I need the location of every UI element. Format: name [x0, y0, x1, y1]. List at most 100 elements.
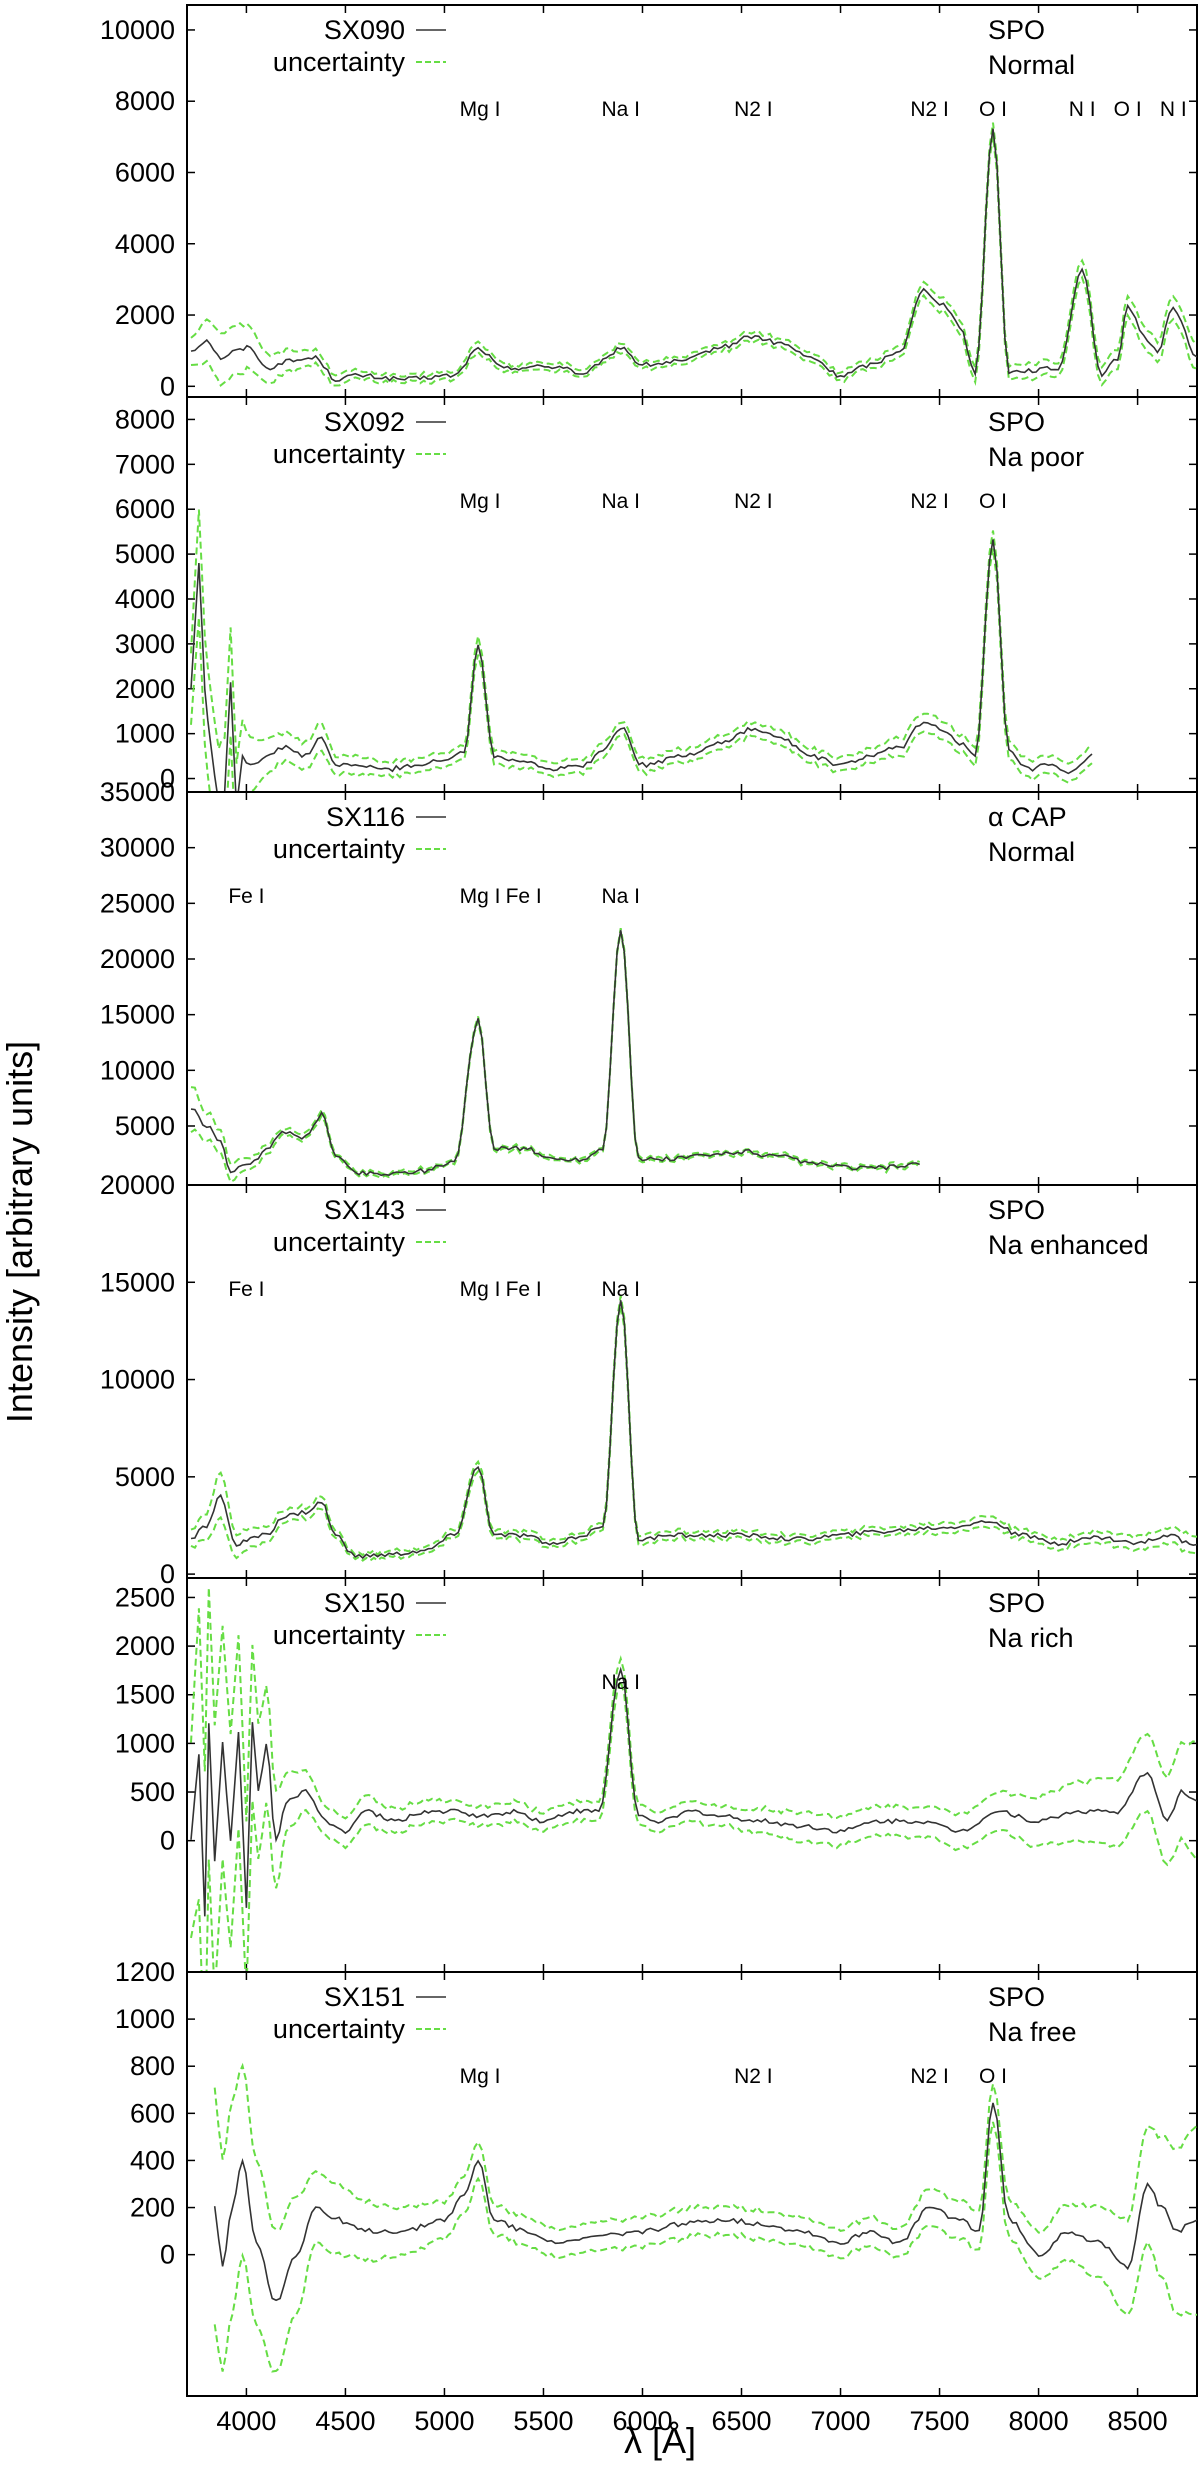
- spectral-line-label: Na I: [601, 98, 640, 121]
- classification-label: Normal: [988, 50, 1075, 80]
- y-tick-label: 20000: [100, 944, 175, 974]
- y-tick-label: 5000: [115, 1111, 175, 1141]
- x-tick-label: 8500: [1108, 2406, 1168, 2436]
- uncertainty-upper-line: [190, 1295, 1197, 1557]
- y-tick-label: 10000: [100, 15, 175, 45]
- spectral-line-label: Na I: [601, 490, 640, 513]
- y-tick-label: 2000: [115, 1631, 175, 1661]
- legend-label-spectrum: SX151: [324, 1982, 405, 2012]
- legend-label-spectrum: SX150: [324, 1588, 405, 1618]
- classification-label: SPO: [988, 1982, 1045, 2012]
- classification-label: Na free: [988, 2017, 1077, 2047]
- y-tick-label: 2000: [115, 300, 175, 330]
- x-axis-title: λ [Å]: [624, 2420, 696, 2461]
- spectrum-line: [190, 128, 1197, 383]
- legend-label-uncertainty: uncertainty: [273, 439, 406, 469]
- uncertainty-upper-line: [190, 928, 921, 1176]
- uncertainty-lower-line: [190, 135, 1197, 387]
- legend-label-spectrum: SX116: [326, 802, 405, 832]
- spectral-line-label: Mg I: [460, 885, 501, 908]
- spectral-line-label: N2 I: [734, 490, 773, 513]
- spectrum-line: [190, 539, 1093, 792]
- spectral-line-label: O I: [979, 490, 1007, 513]
- y-tick-label: 1500: [115, 1680, 175, 1710]
- uncertainty-lower-line: [190, 931, 921, 1184]
- classification-label: SPO: [988, 15, 1045, 45]
- spectrum-line: [190, 1300, 1197, 1560]
- panel-plot-area: [190, 509, 1093, 792]
- panel-plot-area: [190, 1295, 1197, 1562]
- y-axis-title: Intensity [arbitrary units]: [0, 1041, 40, 1423]
- classification-label: Na enhanced: [988, 1230, 1149, 1260]
- y-tick-label: 0: [160, 371, 175, 401]
- classification-label: Normal: [988, 837, 1075, 867]
- spectral-line-label: Mg I: [460, 98, 501, 121]
- uncertainty-lower-line: [190, 1677, 1197, 1972]
- y-tick-label: 0: [160, 764, 175, 794]
- spectral-line-label: Mg I: [460, 2065, 501, 2088]
- spectral-line-label: N2 I: [910, 490, 949, 513]
- legend-label-uncertainty: uncertainty: [273, 2014, 406, 2044]
- legend-label-uncertainty: uncertainty: [273, 834, 406, 864]
- y-tick-label: 0: [160, 1559, 175, 1589]
- y-tick-label: 15000: [100, 1267, 175, 1297]
- y-tick-label: 30000: [100, 833, 175, 863]
- spectral-line-label: N2 I: [734, 2065, 773, 2088]
- y-tick-label: 5000: [115, 1462, 175, 1492]
- x-tick-label: 7500: [910, 2406, 970, 2436]
- y-tick-label: 15000: [100, 1000, 175, 1030]
- y-tick-label: 800: [130, 2051, 175, 2081]
- y-tick-label: 20000: [100, 1170, 175, 1200]
- spectral-line-label: O I: [1114, 98, 1142, 121]
- spectrum-line: [213, 2102, 1197, 2302]
- classification-label: Na poor: [988, 442, 1084, 472]
- y-tick-label: 25000: [100, 888, 175, 918]
- legend-label-uncertainty: uncertainty: [273, 47, 406, 77]
- spectral-line-label: O I: [979, 2065, 1007, 2088]
- x-tick-label: 4500: [315, 2406, 375, 2436]
- y-tick-label: 10000: [100, 1055, 175, 1085]
- spectral-line-label: N2 I: [910, 98, 949, 121]
- spectral-line-label: Na I: [601, 885, 640, 908]
- legend-label-spectrum: SX090: [324, 15, 405, 45]
- classification-label: SPO: [988, 1195, 1045, 1225]
- y-tick-label: 8000: [115, 86, 175, 116]
- y-tick-label: 7000: [115, 449, 175, 479]
- spectral-line-label: N2 I: [734, 98, 773, 121]
- x-tick-label: 8000: [1009, 2406, 1069, 2436]
- y-tick-label: 1000: [115, 719, 175, 749]
- panel-plot-area: [190, 122, 1197, 387]
- y-tick-label: 200: [130, 2193, 175, 2223]
- spectral-line-label: Fe I: [506, 885, 542, 908]
- y-tick-label: 1200: [115, 1957, 175, 1987]
- y-tick-label: 8000: [115, 404, 175, 434]
- classification-label: SPO: [988, 407, 1045, 437]
- spectrum-line: [190, 930, 920, 1177]
- uncertainty-upper-line: [190, 1587, 1197, 1822]
- uncertainty-upper-line: [190, 509, 1093, 765]
- x-tick-label: 5000: [414, 2406, 474, 2436]
- panel-plot-area: [190, 1587, 1197, 1972]
- spectral-line-label: O I: [979, 98, 1007, 121]
- legend-label-spectrum: SX092: [324, 407, 405, 437]
- classification-label: α CAP: [988, 802, 1067, 832]
- x-tick-label: 5500: [513, 2406, 573, 2436]
- panel-plot-area: [213, 2062, 1197, 2373]
- y-tick-label: 400: [130, 2145, 175, 2175]
- spectral-line-label: Mg I: [460, 490, 501, 513]
- uncertainty-lower-line: [213, 2121, 1197, 2373]
- y-tick-label: 6000: [115, 157, 175, 187]
- x-tick-label: 6000: [612, 2406, 672, 2436]
- panel-sx116: 5000 10000 15000 20000 25000 30000 35000 SX116u…: [100, 777, 1198, 1186]
- uncertainty-upper-line: [190, 122, 1197, 378]
- panel-frame: [186, 1971, 1198, 2397]
- uncertainty-lower-line: [190, 548, 1093, 792]
- y-tick-label: 500: [130, 1777, 175, 1807]
- classification-label: SPO: [988, 1588, 1045, 1618]
- legend-label-uncertainty: uncertainty: [273, 1227, 406, 1257]
